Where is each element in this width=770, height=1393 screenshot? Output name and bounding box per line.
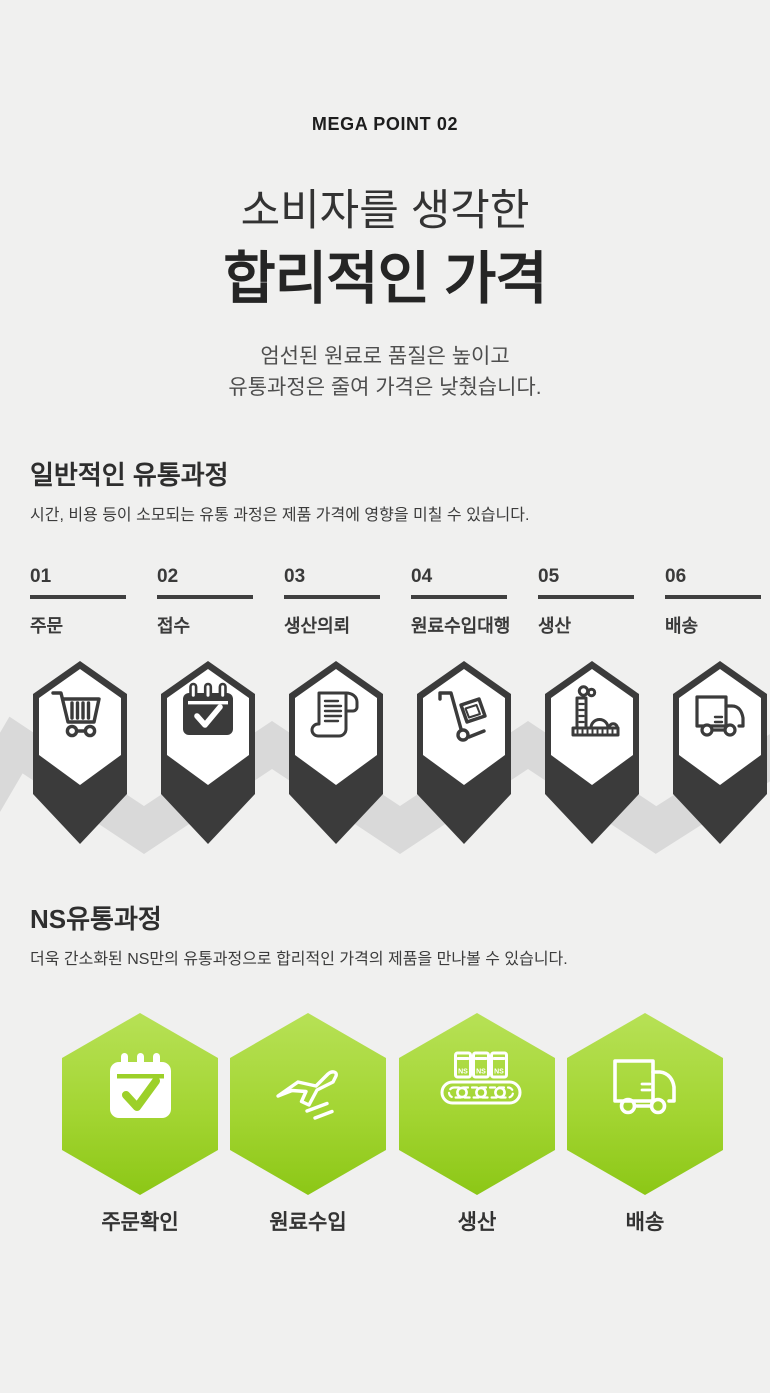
hero-title-line1: 소비자를 생각한: [240, 187, 530, 235]
hero-subtitle: 엄선된 원료로 품질은 높이고 유통과정은 줄여 가격은 낮췄습니다.: [0, 341, 770, 403]
step-number: 02: [157, 566, 179, 587]
step-divider: [157, 595, 253, 599]
ns-hexagon-production: NS NS NS: [397, 1011, 557, 1197]
general-step-4: 04 원료수입대행: [411, 566, 529, 638]
general-step-2: 02 접수: [157, 566, 275, 638]
cart-icon: [51, 691, 101, 738]
step-number: 01: [30, 566, 52, 587]
calendar-check-icon: [183, 682, 233, 735]
step-label: 원료수입대행: [411, 616, 511, 636]
step-divider: [30, 595, 126, 599]
general-step-6: 06 배송: [665, 566, 770, 638]
step-number: 06: [665, 566, 687, 587]
step-label: 접수: [157, 616, 191, 636]
ns-cup-label: NS: [476, 1069, 486, 1076]
step-divider: [665, 595, 761, 599]
hero-subtitle-line1: 엄선된 원료로 품질은 높이고: [260, 345, 510, 368]
ns-process-heading: NS유통과정: [30, 904, 162, 934]
eyebrow-label: MEGA POINT 02: [311, 114, 459, 134]
hexagon-badge-production: [542, 658, 642, 846]
step-divider: [538, 595, 634, 599]
ns-process-description: 더욱 간소화된 NS만의 유통과정으로 합리적인 가격의 제품을 만나볼 수 있…: [30, 951, 568, 968]
truck-icon: [695, 695, 745, 737]
step-divider: [411, 595, 507, 599]
hero-subtitle-line2: 유통과정은 줄여 가격은 낮췄습니다.: [228, 376, 542, 399]
hexagon-badge-receipt: [158, 658, 258, 846]
conveyor-belt-icon: NS NS NS: [440, 1051, 522, 1105]
general-process-heading: 일반적인 유통과정: [30, 460, 229, 490]
general-step-5: 05 생산: [538, 566, 656, 638]
step-label: 생산: [538, 616, 572, 636]
ns-hexagon-order-confirm: [60, 1011, 220, 1197]
general-step-1: 01 주문: [30, 566, 148, 638]
ns-cup-label: NS: [458, 1069, 468, 1076]
ns-hexagon-delivery: [565, 1011, 725, 1197]
hexagon-badge-import-agency: [414, 658, 514, 846]
airplane-icon: [276, 1070, 338, 1120]
ns-hexagon-material-import: [228, 1011, 388, 1197]
step-label: 생산의뢰: [284, 616, 351, 636]
factory-icon: [571, 685, 620, 737]
document-scroll-icon: [310, 691, 359, 738]
hero-title-line2: 합리적인 가격: [223, 247, 547, 311]
hand-truck-icon: [438, 691, 487, 742]
hexagon-badge-order: [30, 658, 130, 846]
step-label: 주문: [30, 616, 64, 636]
truck-icon: [613, 1059, 676, 1115]
step-number: 05: [538, 566, 560, 587]
step-divider: [284, 595, 380, 599]
step-number: 04: [411, 566, 433, 587]
calendar-check-icon: [110, 1053, 171, 1118]
ns-step-label-order-confirm: 주문확인: [101, 1211, 179, 1234]
hexagon-badge-delivery: [670, 658, 770, 846]
general-process-description: 시간, 비용 등이 소모되는 유통 과정은 제품 가격에 영향을 미칠 수 있습…: [30, 507, 530, 524]
general-step-3: 03 생산의뢰: [284, 566, 402, 638]
ns-step-label-material-import: 원료수입: [269, 1211, 347, 1234]
ns-step-label-delivery: 배송: [625, 1211, 665, 1234]
hexagon-badge-production-request: [286, 658, 386, 846]
ns-cup-label: NS: [494, 1069, 504, 1076]
ns-step-label-production: 생산: [457, 1211, 497, 1234]
step-number: 03: [284, 566, 306, 587]
step-label: 배송: [665, 616, 699, 636]
